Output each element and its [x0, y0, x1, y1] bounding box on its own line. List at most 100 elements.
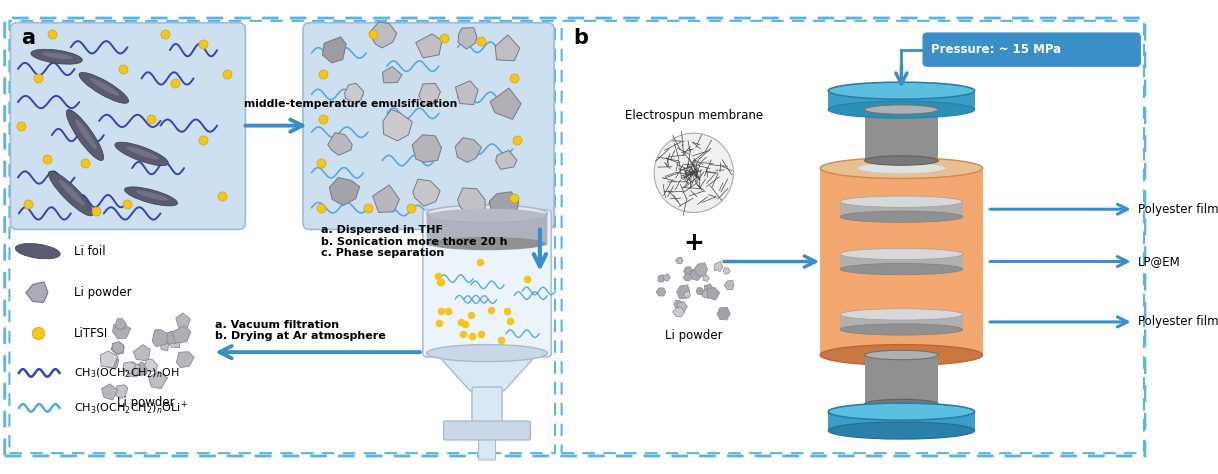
Polygon shape — [703, 275, 709, 282]
Polygon shape — [725, 280, 734, 290]
Polygon shape — [703, 290, 711, 299]
Polygon shape — [695, 288, 704, 295]
Polygon shape — [677, 301, 687, 313]
Ellipse shape — [865, 350, 938, 360]
Polygon shape — [161, 342, 169, 351]
Ellipse shape — [820, 158, 983, 179]
Polygon shape — [113, 323, 130, 339]
Ellipse shape — [114, 142, 168, 166]
Polygon shape — [329, 177, 359, 206]
Circle shape — [654, 133, 733, 212]
Ellipse shape — [79, 73, 129, 103]
Polygon shape — [111, 342, 124, 355]
Text: b: b — [572, 28, 588, 48]
Ellipse shape — [90, 78, 119, 96]
Ellipse shape — [828, 101, 974, 118]
Polygon shape — [672, 307, 685, 317]
Polygon shape — [436, 353, 538, 391]
Ellipse shape — [840, 211, 962, 222]
FancyBboxPatch shape — [840, 254, 962, 269]
Ellipse shape — [865, 105, 938, 114]
Polygon shape — [373, 185, 400, 212]
Polygon shape — [689, 268, 703, 281]
Text: a. Dispersed in THF
b. Sonication more thore 20 h
c. Phase separation: a. Dispersed in THF b. Sonication more t… — [320, 225, 508, 258]
Text: +: + — [683, 231, 704, 255]
Polygon shape — [100, 351, 118, 367]
Polygon shape — [149, 371, 168, 389]
Text: LiTFSI: LiTFSI — [73, 327, 108, 340]
Polygon shape — [114, 385, 128, 398]
Ellipse shape — [49, 171, 93, 216]
Polygon shape — [345, 83, 364, 104]
Polygon shape — [101, 384, 118, 400]
Polygon shape — [105, 355, 119, 369]
Polygon shape — [415, 34, 442, 58]
Polygon shape — [162, 331, 178, 344]
Polygon shape — [674, 300, 683, 309]
Polygon shape — [133, 345, 150, 361]
FancyBboxPatch shape — [426, 213, 547, 246]
Polygon shape — [657, 288, 666, 296]
Polygon shape — [135, 362, 149, 376]
Polygon shape — [172, 326, 191, 343]
FancyBboxPatch shape — [820, 168, 983, 355]
Polygon shape — [683, 267, 692, 275]
Polygon shape — [323, 37, 346, 63]
Text: Li powder: Li powder — [665, 328, 722, 342]
Polygon shape — [683, 274, 692, 281]
Text: CH$_3$(OCH$_2$CH$_2$)$_n$OLi$^+$: CH$_3$(OCH$_2$CH$_2$)$_n$OLi$^+$ — [73, 400, 188, 416]
Polygon shape — [382, 109, 412, 141]
Ellipse shape — [820, 345, 983, 365]
Polygon shape — [458, 27, 477, 49]
FancyBboxPatch shape — [923, 33, 1140, 66]
Ellipse shape — [840, 324, 962, 335]
Polygon shape — [114, 318, 125, 329]
Ellipse shape — [429, 209, 546, 222]
Text: Electrospun membrane: Electrospun membrane — [625, 109, 762, 122]
Ellipse shape — [426, 345, 547, 362]
FancyBboxPatch shape — [865, 109, 938, 161]
FancyBboxPatch shape — [840, 314, 962, 329]
Polygon shape — [145, 359, 157, 372]
Ellipse shape — [840, 309, 962, 320]
Text: Polyester film: Polyester film — [1139, 203, 1218, 216]
Polygon shape — [413, 179, 440, 206]
Ellipse shape — [828, 403, 974, 420]
FancyBboxPatch shape — [423, 210, 552, 357]
Text: Li powder: Li powder — [117, 396, 175, 409]
Ellipse shape — [76, 119, 96, 149]
FancyBboxPatch shape — [471, 387, 502, 432]
FancyBboxPatch shape — [303, 23, 554, 229]
Ellipse shape — [127, 146, 158, 159]
Ellipse shape — [426, 205, 547, 222]
Ellipse shape — [865, 400, 938, 409]
FancyBboxPatch shape — [11, 23, 245, 229]
Polygon shape — [658, 274, 665, 282]
Polygon shape — [26, 282, 48, 302]
Ellipse shape — [840, 248, 962, 260]
Polygon shape — [369, 22, 397, 48]
Polygon shape — [458, 188, 485, 215]
Polygon shape — [412, 135, 441, 162]
Ellipse shape — [58, 180, 85, 206]
Polygon shape — [708, 288, 720, 300]
Text: Pressure: ~ 15 MPa: Pressure: ~ 15 MPa — [931, 43, 1061, 56]
Ellipse shape — [828, 82, 974, 99]
Polygon shape — [175, 313, 190, 329]
FancyBboxPatch shape — [828, 411, 974, 430]
FancyBboxPatch shape — [865, 355, 938, 404]
Polygon shape — [168, 335, 180, 347]
Polygon shape — [496, 150, 516, 169]
Ellipse shape — [828, 422, 974, 439]
Polygon shape — [704, 284, 714, 294]
Polygon shape — [456, 81, 479, 105]
Polygon shape — [714, 261, 723, 271]
Ellipse shape — [30, 49, 83, 64]
FancyBboxPatch shape — [443, 421, 531, 440]
Ellipse shape — [124, 187, 178, 206]
Ellipse shape — [66, 109, 104, 161]
Polygon shape — [675, 257, 683, 264]
Text: a. Vacuum filtration
b. Drying at Ar atmosphere: a. Vacuum filtration b. Drying at Ar atm… — [216, 319, 386, 341]
Text: LP@EM: LP@EM — [1139, 255, 1181, 268]
Text: Li powder: Li powder — [73, 286, 132, 299]
